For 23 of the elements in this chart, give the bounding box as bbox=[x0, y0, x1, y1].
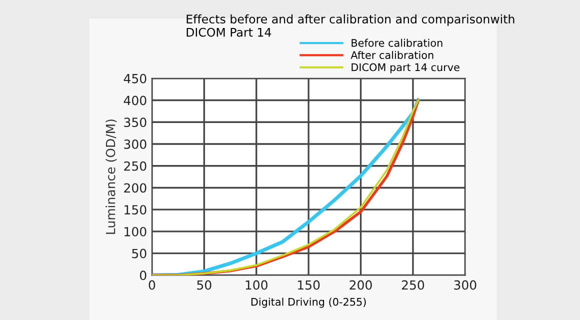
x-tick-label: 150 bbox=[298, 280, 320, 290]
y-tick-label: 450 bbox=[124, 74, 146, 84]
x-axis-title: Digital Driving (0-255) bbox=[251, 298, 366, 308]
y-tick-label: 50 bbox=[132, 248, 146, 258]
y-axis-title: Luminance (OD/M) bbox=[106, 120, 117, 234]
y-tick-label: 0 bbox=[140, 270, 146, 280]
x-tick-label: 100 bbox=[246, 280, 268, 290]
x-tick-label: 50 bbox=[197, 280, 212, 290]
x-tick-label: 300 bbox=[454, 280, 476, 290]
x-tick-label: 200 bbox=[350, 280, 372, 290]
y-tick-label: 100 bbox=[124, 226, 146, 236]
legend-label: After calibration bbox=[350, 50, 434, 60]
x-tick-label: 250 bbox=[402, 280, 424, 290]
y-tick-label: 400 bbox=[124, 96, 146, 106]
legend-label: Before calibration bbox=[352, 38, 442, 47]
y-tick-label: 350 bbox=[124, 118, 146, 128]
y-tick-label: 200 bbox=[124, 183, 146, 193]
y-tick-label: 150 bbox=[124, 205, 146, 215]
x-tick-label: 0 bbox=[148, 280, 156, 290]
chart-title: Effects before and after calibration and comparisonwith DICOM Part 14 bbox=[186, 14, 514, 37]
legend-label: DICOM part 14 curve bbox=[352, 63, 460, 74]
y-tick-label: 250 bbox=[124, 161, 146, 171]
y-tick-label: 300 bbox=[124, 139, 146, 149]
